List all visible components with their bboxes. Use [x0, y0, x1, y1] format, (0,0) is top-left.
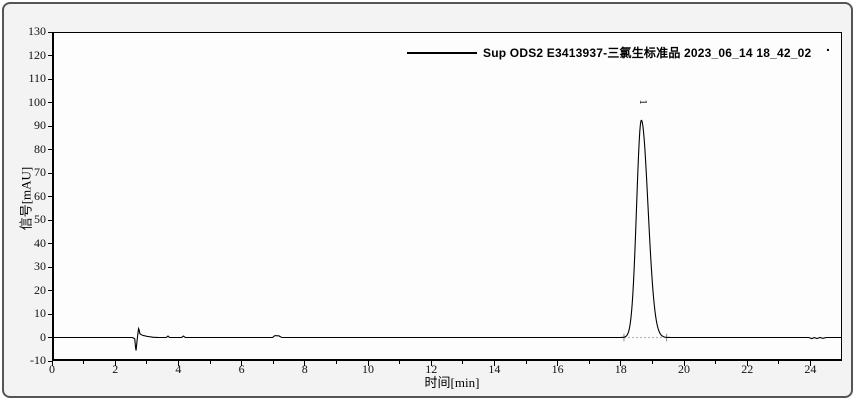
y-axis-tick	[48, 243, 52, 244]
x-axis-tick	[114, 361, 116, 366]
x-tick-label: 0	[49, 362, 55, 376]
x-tick-label: 22	[741, 362, 754, 376]
x-axis-minor-tick	[399, 361, 401, 364]
x-axis-minor-tick	[146, 361, 148, 364]
legend-label: Sup ODS2 E3413937-三氯生标准品 2023_06_14 18_4…	[483, 46, 812, 60]
y-axis-tick	[48, 337, 52, 338]
x-tick-label: 2	[112, 362, 119, 376]
y-tick-label: 80	[34, 141, 46, 156]
x-tick-label: 16	[551, 362, 564, 376]
x-axis-minor-tick	[651, 361, 653, 364]
x-axis-minor-tick	[715, 361, 717, 364]
x-tick-label: 8	[301, 362, 308, 376]
x-axis-title: 时间[min]	[424, 375, 480, 390]
x-axis-tick	[367, 361, 369, 366]
x-axis-minor-tick	[588, 361, 590, 364]
y-axis-tick	[48, 125, 52, 127]
y-axis-tick	[48, 266, 52, 268]
y-tick-label: 0	[40, 329, 46, 344]
y-axis-tick	[48, 55, 52, 56]
x-axis-tick	[620, 361, 622, 366]
y-axis-tick	[48, 196, 52, 197]
x-tick-label: 18	[614, 362, 627, 376]
x-axis-minor-tick	[335, 361, 337, 364]
x-axis-minor-tick	[209, 361, 211, 364]
y-tick-label: 20	[34, 282, 46, 297]
y-axis-tick	[48, 172, 52, 174]
y-axis-tick	[48, 149, 52, 150]
y-axis-tick	[48, 31, 52, 33]
y-tick-label: -10	[30, 353, 46, 367]
x-axis-tick	[746, 361, 748, 366]
y-axis-tick	[48, 78, 52, 80]
y-axis-tick	[48, 313, 52, 315]
x-axis-tick	[430, 361, 432, 366]
y-tick-label: 40	[34, 235, 46, 250]
legend: Sup ODS2 E3413937-三氯生标准品 2023_06_14 18_4…	[407, 44, 811, 61]
legend-line-sample	[407, 51, 477, 54]
x-tick-label: 14	[488, 362, 501, 376]
y-axis-tick	[48, 360, 52, 362]
peak-number-label: 1	[637, 99, 649, 105]
y-tick-label: 110	[28, 71, 46, 85]
x-axis-tick	[51, 361, 53, 366]
y-axis-tick	[48, 102, 52, 103]
y-axis-tick	[48, 290, 52, 291]
x-axis-tick	[241, 361, 243, 366]
y-tick-label: 50	[34, 212, 46, 226]
x-axis-tick	[683, 361, 685, 366]
x-axis-minor-tick	[462, 361, 464, 364]
y-tick-label: 60	[34, 188, 46, 203]
y-tick-label: 70	[34, 165, 46, 179]
y-axis-title: 信号[mAU]	[18, 166, 34, 231]
y-axis-tick	[48, 219, 52, 221]
y-tick-label: 30	[34, 259, 46, 273]
x-tick-label: 4	[175, 362, 182, 376]
x-tick-label: 20	[678, 362, 690, 376]
x-tick-label: 12	[425, 362, 438, 376]
x-tick-label: 10	[362, 362, 374, 376]
x-axis-minor-tick	[525, 361, 527, 364]
y-tick-label: 130	[28, 24, 46, 38]
x-tick-label: 6	[238, 362, 245, 376]
x-axis-tick	[493, 361, 495, 366]
y-tick-label: 100	[28, 94, 46, 109]
x-axis-minor-tick	[83, 361, 85, 364]
x-axis-minor-tick	[778, 361, 780, 364]
x-axis-tick	[809, 361, 811, 366]
x-axis-tick	[557, 361, 559, 366]
y-tick-label: 120	[28, 47, 46, 62]
x-axis-tick	[304, 361, 306, 366]
plot-area	[52, 32, 842, 361]
y-tick-label: 10	[34, 306, 46, 320]
legend-trailing-dot: .	[826, 38, 830, 54]
x-axis-minor-tick	[272, 361, 274, 364]
x-tick-label: 24	[804, 362, 817, 376]
x-axis-tick	[177, 361, 179, 366]
y-tick-label: 90	[34, 118, 46, 132]
